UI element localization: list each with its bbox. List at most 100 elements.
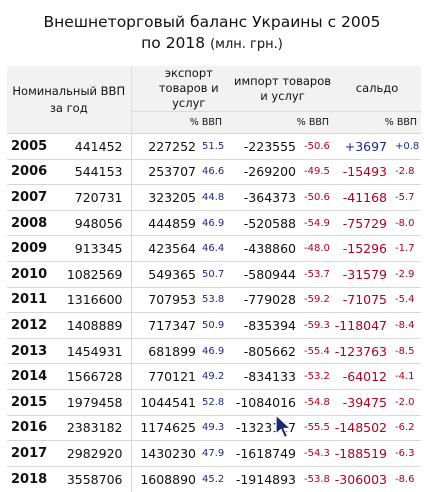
- title-line-2: по 2018 (млн. грн.): [0, 33, 424, 55]
- table-row: 2018 3558706 1608890 45.2 -1914893 -53.8 -3060…: [7, 466, 422, 492]
- cell-year: 2006: [11, 164, 48, 180]
- cell-gdp: 2383182: [59, 415, 132, 441]
- cell-import: -520588: [243, 215, 297, 231]
- header-export: экспорт товаров и услуг: [131, 66, 229, 112]
- cell-import: -364373: [243, 189, 297, 205]
- cell-year: 2010: [11, 266, 48, 282]
- table-row: 2009 913345 423564 46.4 -438860 -48.0 -15296 -1…: [7, 235, 422, 262]
- cell-export-pct: 49.2: [202, 371, 225, 383]
- trade-balance-table: Номинальный ВВП за год экспорт товаров и…: [7, 66, 422, 492]
- cell-export-pct: 44.8: [202, 191, 225, 203]
- cell-balance-pct: -2.8: [395, 166, 415, 178]
- cell-import-pct: -55.4: [304, 345, 330, 357]
- table-row: 2007 720731 323205 44.8 -364373 -50.6 -41168 -5…: [7, 184, 422, 211]
- cell-export: 770121: [148, 369, 196, 385]
- cell-gdp: 1979458: [59, 389, 132, 416]
- table-row: 2017 2982920 1430230 47.9 -1618749 -54.3 -1885…: [7, 440, 422, 467]
- table-row: 2011 1316600 707953 53.8 -779028 -59.2 -71075-…: [7, 287, 422, 313]
- header-import-pct: % ВВП: [228, 111, 334, 134]
- header-balance-pct: % ВВП: [333, 111, 422, 134]
- cell-balance: +3697: [344, 138, 388, 154]
- header-export-pct: % ВВП: [131, 111, 229, 134]
- cell-balance: -15493: [342, 164, 388, 180]
- cell-export-pct: 47.9: [202, 447, 225, 459]
- cell-import: -438860: [243, 241, 297, 257]
- cell-import: -1914893: [235, 471, 297, 487]
- table-body: 2005 441452 227252 51.5 -223555 -50.6 +3697 +0.…: [7, 133, 422, 492]
- cell-import-pct: -50.6: [304, 140, 330, 152]
- cell-import-pct: -48.0: [304, 243, 330, 255]
- cell-balance-pct: -8.4: [395, 319, 415, 331]
- mouse-pointer-icon: [275, 414, 292, 439]
- page-title: Внешнеторговый баланс Украины с 2005 по …: [0, 12, 424, 55]
- cell-balance-pct: -2.0: [395, 396, 415, 408]
- cell-import: -223555: [243, 138, 297, 154]
- cell-year: 2012: [11, 317, 48, 333]
- cell-year: 2014: [11, 369, 48, 385]
- cell-import: -580944: [243, 266, 297, 282]
- cell-balance: -188519: [334, 445, 388, 461]
- cell-year: 2017: [11, 445, 48, 461]
- cell-balance-pct: +0.8: [395, 140, 420, 152]
- cell-export: 717347: [148, 317, 196, 333]
- header-gdp: Номинальный ВВП за год: [7, 66, 132, 134]
- cell-export: 253707: [148, 164, 196, 180]
- cell-balance: -75729: [342, 215, 388, 231]
- cell-export: 681899: [148, 343, 196, 359]
- cell-balance-pct: -8.5: [395, 345, 415, 357]
- cell-import-pct: -59.3: [304, 319, 330, 331]
- cell-year: 2008: [11, 215, 48, 231]
- cell-balance-pct: -6.3: [395, 447, 415, 459]
- table-row: 2016 2383182 1174625 49.3 -1323127 -55.5 -1485…: [7, 415, 422, 441]
- table-row: 2010 1082569 549365 50.7 -580944 -53.7 -31579-…: [7, 261, 422, 288]
- cell-year: 2007: [11, 189, 48, 205]
- cell-import-pct: -50.6: [304, 191, 330, 203]
- table-row: 2014 1566728 770121 49.2 -834133 -53.2 -64012-…: [7, 363, 422, 390]
- cell-import-pct: -53.8: [304, 473, 330, 485]
- cell-gdp: 913345: [59, 235, 132, 262]
- cell-import-pct: -59.2: [304, 294, 330, 306]
- table-header: Номинальный ВВП за год экспорт товаров и…: [7, 66, 422, 134]
- cell-export: 227252: [148, 138, 196, 154]
- cell-export: 1608890: [140, 471, 196, 487]
- cell-year: 2018: [11, 471, 48, 487]
- cell-balance: -39475: [342, 394, 388, 410]
- cell-year: 2016: [11, 420, 48, 436]
- cell-year: 2015: [11, 394, 48, 410]
- cell-balance-pct: -8.6: [395, 473, 415, 485]
- cell-export: 423564: [148, 241, 196, 257]
- cell-balance: -123763: [334, 343, 388, 359]
- cell-year: 2009: [11, 241, 48, 257]
- cell-balance-pct: -5.7: [395, 191, 415, 203]
- cell-balance-pct: -4.1: [395, 371, 415, 383]
- cell-import-pct: -54.8: [304, 396, 330, 408]
- cell-import-pct: -53.2: [304, 371, 330, 383]
- cell-year: 2013: [11, 343, 48, 359]
- cell-export-pct: 52.8: [202, 396, 225, 408]
- cell-balance-pct: -5.4: [395, 294, 415, 306]
- cell-export-pct: 46.9: [202, 345, 225, 357]
- cell-import: -834133: [243, 369, 297, 385]
- cell-export: 707953: [148, 292, 196, 308]
- cell-balance: -31579: [342, 266, 388, 282]
- cell-export-pct: 49.3: [202, 422, 225, 434]
- title-period: по 2018: [141, 34, 206, 52]
- cell-balance: -15296: [342, 241, 388, 257]
- cell-gdp: 2982920: [59, 440, 132, 467]
- cell-export-pct: 50.9: [202, 319, 225, 331]
- cell-export: 1430230: [140, 445, 196, 461]
- cell-export: 323205: [148, 189, 196, 205]
- cell-import: -269200: [243, 164, 297, 180]
- cell-year: 2005: [11, 138, 48, 154]
- table-row: 2006 544153 253707 46.6 -269200 -49.5 -15493 -2…: [7, 159, 422, 185]
- cell-import: -835394: [243, 317, 297, 333]
- title-units: (млн. грн.): [210, 37, 283, 52]
- cell-balance: -71075: [342, 292, 388, 308]
- table-row: 2005 441452 227252 51.5 -223555 -50.6 +3697 +0.…: [7, 133, 422, 160]
- cell-balance: -64012: [342, 369, 388, 385]
- cell-export-pct: 50.7: [202, 268, 225, 280]
- cell-gdp: 1566728: [59, 363, 132, 390]
- cell-export-pct: 45.2: [202, 473, 225, 485]
- cell-import: -1618749: [235, 445, 297, 461]
- cell-balance-pct: -8.0: [395, 217, 415, 229]
